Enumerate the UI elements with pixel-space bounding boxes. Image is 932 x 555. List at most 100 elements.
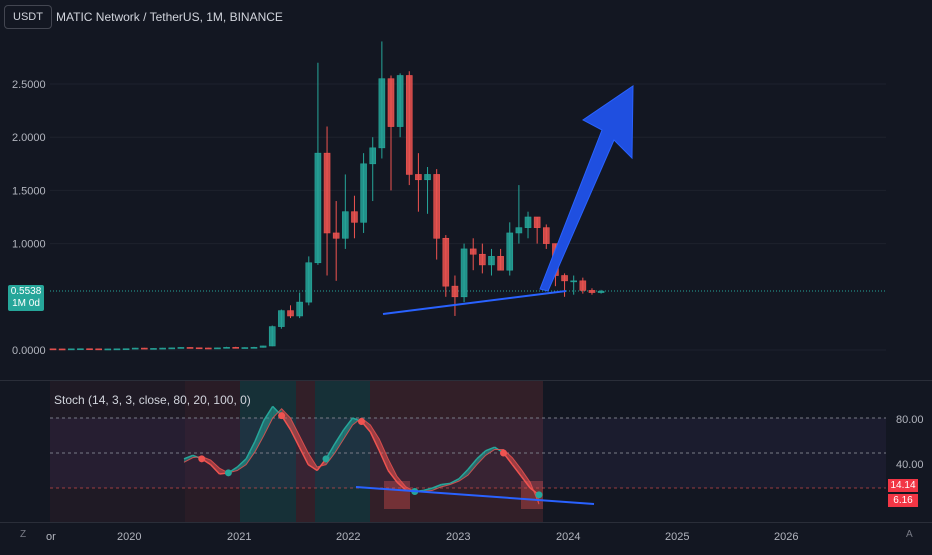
candle-body: [533, 216, 541, 228]
stoch-k-segment: [485, 446, 495, 452]
symbol-title: MATIC Network / TetherUS, 1M, BINANCE: [56, 10, 283, 24]
price-chart[interactable]: 2.5000 2.0000 1.5000 1.0000 0.0000: [0, 0, 932, 380]
candle-body: [250, 347, 258, 349]
candle-body: [506, 232, 514, 271]
candle-body: [204, 347, 212, 350]
candle-body: [95, 348, 102, 351]
stoch-fill-segment: [299, 435, 309, 465]
stoch-k-segment: [378, 450, 389, 471]
stoch-zone: [370, 381, 543, 523]
candle-body: [360, 163, 367, 223]
candle-body: [378, 78, 386, 149]
candle-body: [415, 174, 422, 181]
candle-body: [469, 248, 477, 255]
candle-body: [168, 347, 176, 350]
stoch-fill-segment: [388, 458, 397, 483]
stoch-k-segment: [343, 417, 354, 431]
stoch-cross-marker: [535, 491, 543, 499]
candle-body: [77, 348, 84, 351]
stoch-k-segment: [432, 483, 442, 489]
stoch-cross-marker: [198, 455, 206, 463]
candle-body: [296, 301, 303, 317]
stoch-k-segment: [449, 478, 460, 484]
stoch-k-tag: 14.14: [888, 479, 918, 492]
candle-body: [369, 147, 377, 165]
price-pane[interactable]: 2.5000 2.0000 1.5000 1.0000 0.0000 USDT MATI…: [0, 0, 932, 380]
candle-body: [570, 280, 577, 283]
stoch-k-segment: [520, 475, 531, 489]
stoch-cross-marker: [224, 469, 232, 477]
pane-separator[interactable]: [0, 380, 932, 381]
time-label-2026: 2026: [774, 531, 798, 543]
stoch-fill-segment: [210, 460, 220, 474]
stoch-fill-segment: [334, 429, 344, 453]
stoch-k-segment: [298, 446, 309, 466]
candle-body: [232, 347, 239, 349]
candle-body: [442, 237, 450, 287]
candle-body: [424, 174, 431, 181]
candle-body: [451, 285, 459, 298]
candle-body: [433, 174, 440, 239]
timezone-icon[interactable]: Z: [20, 529, 27, 540]
candle-body: [259, 345, 267, 348]
candle-body: [579, 280, 587, 291]
candle-body: [305, 262, 313, 303]
candle-body: [177, 347, 185, 349]
stoch-legend[interactable]: Stoch (14, 3, 3, close, 80, 20, 100, 0): [54, 393, 251, 407]
stoch-k-segment: [289, 429, 301, 448]
stoch-fill-segment: [184, 455, 193, 463]
candle-body: [131, 347, 139, 350]
stoch-k-segment: [236, 458, 247, 468]
time-axis[interactable]: or 2020 2021 2022 2023 2024 2025 2026 Z …: [0, 523, 932, 550]
candle-body: [113, 348, 121, 351]
stoch-divergence-line[interactable]: [355, 486, 595, 505]
candle-body: [186, 347, 194, 349]
candle-body: [86, 348, 93, 351]
candle-body: [159, 347, 166, 350]
stoch-k-segment: [387, 470, 398, 483]
stoch-tick-80: 80.00: [896, 414, 924, 426]
stoch-fill-segment: [468, 458, 477, 476]
candle-body: [49, 348, 57, 351]
price-grid: [50, 83, 886, 351]
candle-body: [278, 310, 285, 327]
stoch-tick-40: 40.00: [896, 459, 924, 471]
candle-body: [497, 256, 504, 271]
auto-scale-icon[interactable]: A: [906, 529, 913, 540]
price-axis: 2.5000 2.0000 1.5000 1.0000 0.0000: [12, 79, 46, 357]
stoch-fill-segment: [255, 420, 264, 452]
candle-body: [314, 152, 322, 264]
time-label-2020: 2020: [117, 531, 141, 543]
candle-body: [479, 253, 486, 266]
stoch-k-segment: [467, 458, 478, 470]
currency-badge[interactable]: USDT: [4, 5, 52, 29]
stoch-k-segment: [396, 481, 407, 491]
time-label-2021: 2021: [227, 531, 251, 543]
candles: [49, 41, 605, 351]
bullish-arrow[interactable]: [539, 85, 634, 292]
stoch-pane[interactable]: 80.00 40.00 Stoch (14, 3, 3, close, 80, …: [0, 381, 932, 523]
stoch-lines: [183, 405, 543, 505]
stoch-fill-segment: [521, 469, 531, 488]
stoch-k-segment: [423, 487, 433, 492]
support-trendline[interactable]: [382, 290, 567, 315]
stoch-fill-segment: [379, 439, 389, 471]
stoch-chart[interactable]: 80.00 40.00: [0, 381, 932, 523]
stoch-fill-segment: [370, 425, 380, 451]
time-label-2022: 2022: [336, 531, 360, 543]
stoch-k-segment: [476, 450, 487, 460]
stoch-k-segment: [511, 464, 522, 477]
price-tick-label: 1.5000: [12, 185, 46, 197]
time-label-2024: 2024: [556, 531, 580, 543]
candle-body: [141, 347, 148, 350]
candle-body: [214, 347, 221, 350]
last-price-tag: 0.5538 1M 0d: [8, 285, 44, 311]
time-label-partial: or: [46, 531, 56, 543]
candle-body: [195, 347, 203, 350]
stoch-zone: [315, 381, 370, 523]
stoch-k-segment: [441, 482, 451, 486]
last-price-countdown: 1M 0d: [12, 298, 40, 309]
candle-body: [387, 78, 395, 127]
stoch-fill-segment: [476, 450, 486, 465]
candle-body: [323, 152, 331, 234]
